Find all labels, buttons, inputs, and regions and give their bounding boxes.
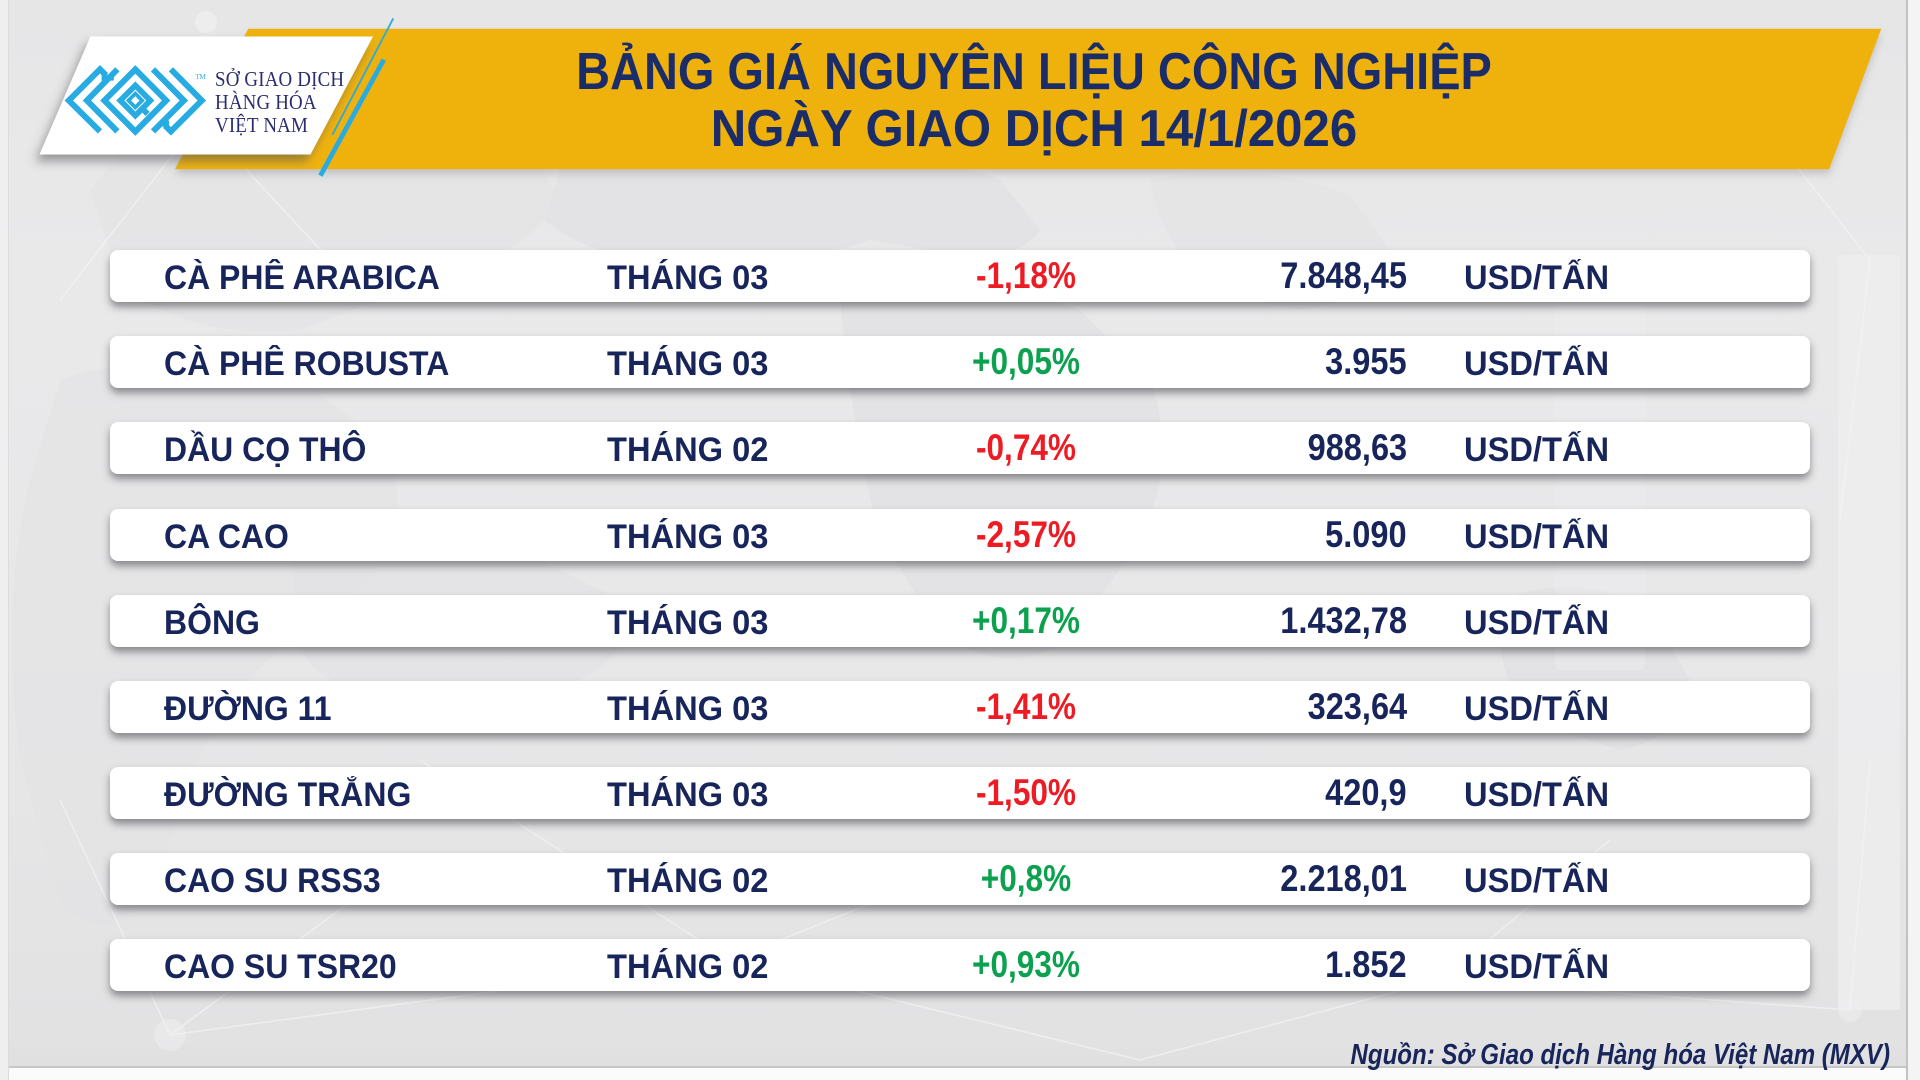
svg-text:TM: TM [196, 74, 206, 81]
